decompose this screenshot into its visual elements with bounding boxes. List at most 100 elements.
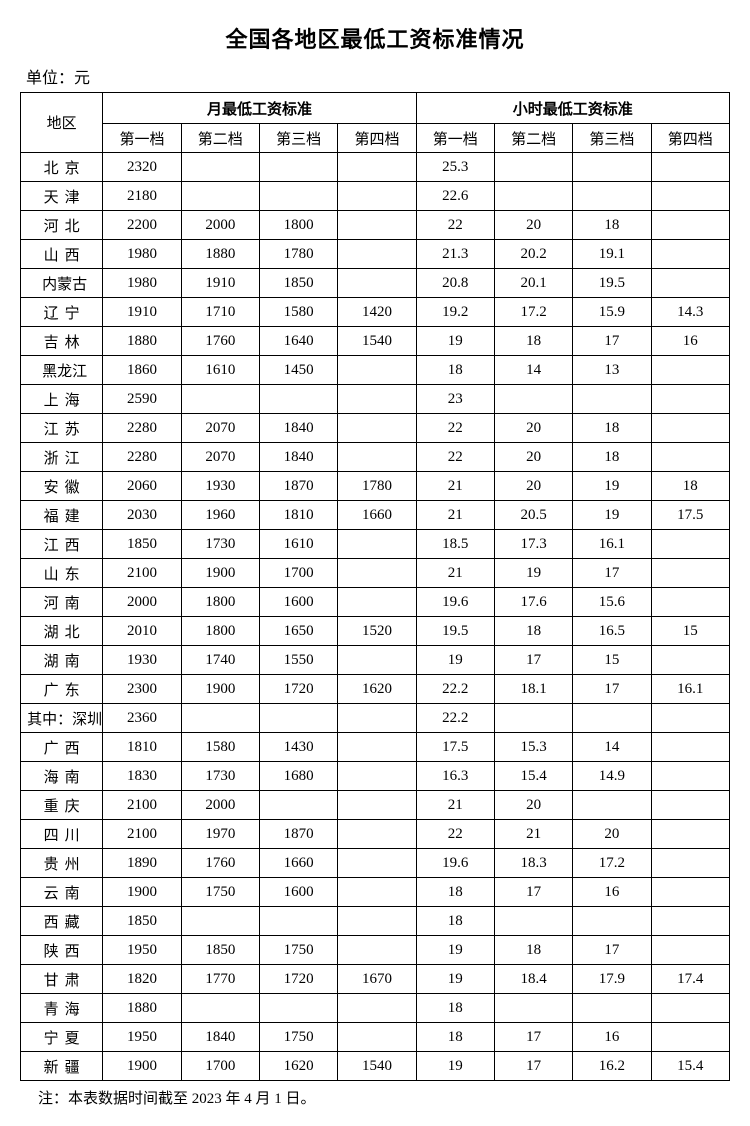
cell-h2: 20.5 xyxy=(494,501,572,530)
cell-region: 贵州 xyxy=(21,849,103,878)
cell-h3: 15 xyxy=(573,646,651,675)
cell-m2: 1930 xyxy=(181,472,259,501)
cell-m3: 1700 xyxy=(259,559,337,588)
cell-h3: 16.2 xyxy=(573,1052,651,1081)
cell-m3: 1750 xyxy=(259,936,337,965)
cell-region: 青海 xyxy=(21,994,103,1023)
cell-m4: 1780 xyxy=(338,472,416,501)
cell-h3: 13 xyxy=(573,356,651,385)
cell-region: 海南 xyxy=(21,762,103,791)
cell-m3: 1780 xyxy=(259,240,337,269)
table-row: 江西18501730161018.517.316.1 xyxy=(21,530,730,559)
cell-m1: 1900 xyxy=(103,878,181,907)
cell-m2: 2070 xyxy=(181,414,259,443)
cell-region: 福建 xyxy=(21,501,103,530)
table-row: 广东230019001720162022.218.11716.1 xyxy=(21,675,730,704)
cell-region: 河北 xyxy=(21,211,103,240)
cell-m3 xyxy=(259,385,337,414)
cell-region: 天津 xyxy=(21,182,103,211)
cell-h3: 19.1 xyxy=(573,240,651,269)
cell-h4: 17.4 xyxy=(651,965,729,994)
cell-region: 山西 xyxy=(21,240,103,269)
cell-h1: 19.6 xyxy=(416,588,494,617)
table-row: 青海188018 xyxy=(21,994,730,1023)
cell-m2: 2000 xyxy=(181,211,259,240)
cell-h3: 17.2 xyxy=(573,849,651,878)
cell-m4: 1520 xyxy=(338,617,416,646)
cell-m2: 1700 xyxy=(181,1052,259,1081)
cell-m3: 1550 xyxy=(259,646,337,675)
cell-h4 xyxy=(651,153,729,182)
cell-h3 xyxy=(573,994,651,1023)
table-row: 河北220020001800222018 xyxy=(21,211,730,240)
cell-m1: 1980 xyxy=(103,240,181,269)
cell-region: 浙江 xyxy=(21,443,103,472)
table-row: 陕西195018501750191817 xyxy=(21,936,730,965)
cell-region: 北京 xyxy=(21,153,103,182)
cell-h3: 16 xyxy=(573,1023,651,1052)
cell-h3: 18 xyxy=(573,414,651,443)
table-row: 辽宁191017101580142019.217.215.914.3 xyxy=(21,298,730,327)
cell-m2: 1730 xyxy=(181,762,259,791)
cell-m4 xyxy=(338,878,416,907)
cell-h1: 21 xyxy=(416,501,494,530)
hdr-h-tier3: 第三档 xyxy=(573,124,651,153)
cell-m4 xyxy=(338,356,416,385)
cell-region: 江西 xyxy=(21,530,103,559)
cell-h4: 14.3 xyxy=(651,298,729,327)
cell-h4 xyxy=(651,588,729,617)
cell-m2 xyxy=(181,153,259,182)
cell-h1: 21.3 xyxy=(416,240,494,269)
table-row: 其中：深圳236022.2 xyxy=(21,704,730,733)
cell-h3: 17 xyxy=(573,559,651,588)
cell-m4: 1420 xyxy=(338,298,416,327)
hdr-hourly-group: 小时最低工资标准 xyxy=(416,93,729,124)
cell-h2: 19 xyxy=(494,559,572,588)
cell-m1: 1900 xyxy=(103,1052,181,1081)
table-row: 浙江228020701840222018 xyxy=(21,443,730,472)
table-row: 西藏185018 xyxy=(21,907,730,936)
cell-h1: 18 xyxy=(416,994,494,1023)
cell-m2: 1750 xyxy=(181,878,259,907)
cell-h4 xyxy=(651,211,729,240)
hdr-h-tier2: 第二档 xyxy=(494,124,572,153)
cell-m3: 1660 xyxy=(259,849,337,878)
cell-m2: 1910 xyxy=(181,269,259,298)
cell-h3 xyxy=(573,791,651,820)
cell-m4 xyxy=(338,907,416,936)
cell-region: 湖北 xyxy=(21,617,103,646)
cell-h1: 21 xyxy=(416,791,494,820)
cell-h1: 22 xyxy=(416,414,494,443)
cell-m4 xyxy=(338,820,416,849)
cell-h4 xyxy=(651,820,729,849)
cell-m2: 1970 xyxy=(181,820,259,849)
cell-h1: 20.8 xyxy=(416,269,494,298)
cell-m3: 1640 xyxy=(259,327,337,356)
cell-h3: 16.5 xyxy=(573,617,651,646)
cell-h3: 17 xyxy=(573,675,651,704)
cell-m2: 1610 xyxy=(181,356,259,385)
cell-h2: 18 xyxy=(494,617,572,646)
cell-h3: 18 xyxy=(573,443,651,472)
cell-h3 xyxy=(573,907,651,936)
cell-m4: 1660 xyxy=(338,501,416,530)
cell-m2 xyxy=(181,907,259,936)
cell-m1: 1860 xyxy=(103,356,181,385)
cell-h2 xyxy=(494,182,572,211)
cell-m3: 1870 xyxy=(259,472,337,501)
cell-region: 云南 xyxy=(21,878,103,907)
table-row: 北京232025.3 xyxy=(21,153,730,182)
cell-h4 xyxy=(651,994,729,1023)
hdr-h-tier1: 第一档 xyxy=(416,124,494,153)
cell-h2: 18.3 xyxy=(494,849,572,878)
cell-h1: 23 xyxy=(416,385,494,414)
cell-h3 xyxy=(573,153,651,182)
cell-m3: 1800 xyxy=(259,211,337,240)
cell-m4 xyxy=(338,385,416,414)
cell-h4 xyxy=(651,414,729,443)
cell-h4 xyxy=(651,907,729,936)
table-row: 云南190017501600181716 xyxy=(21,878,730,907)
cell-m4 xyxy=(338,530,416,559)
cell-h4: 15 xyxy=(651,617,729,646)
cell-h1: 19 xyxy=(416,1052,494,1081)
